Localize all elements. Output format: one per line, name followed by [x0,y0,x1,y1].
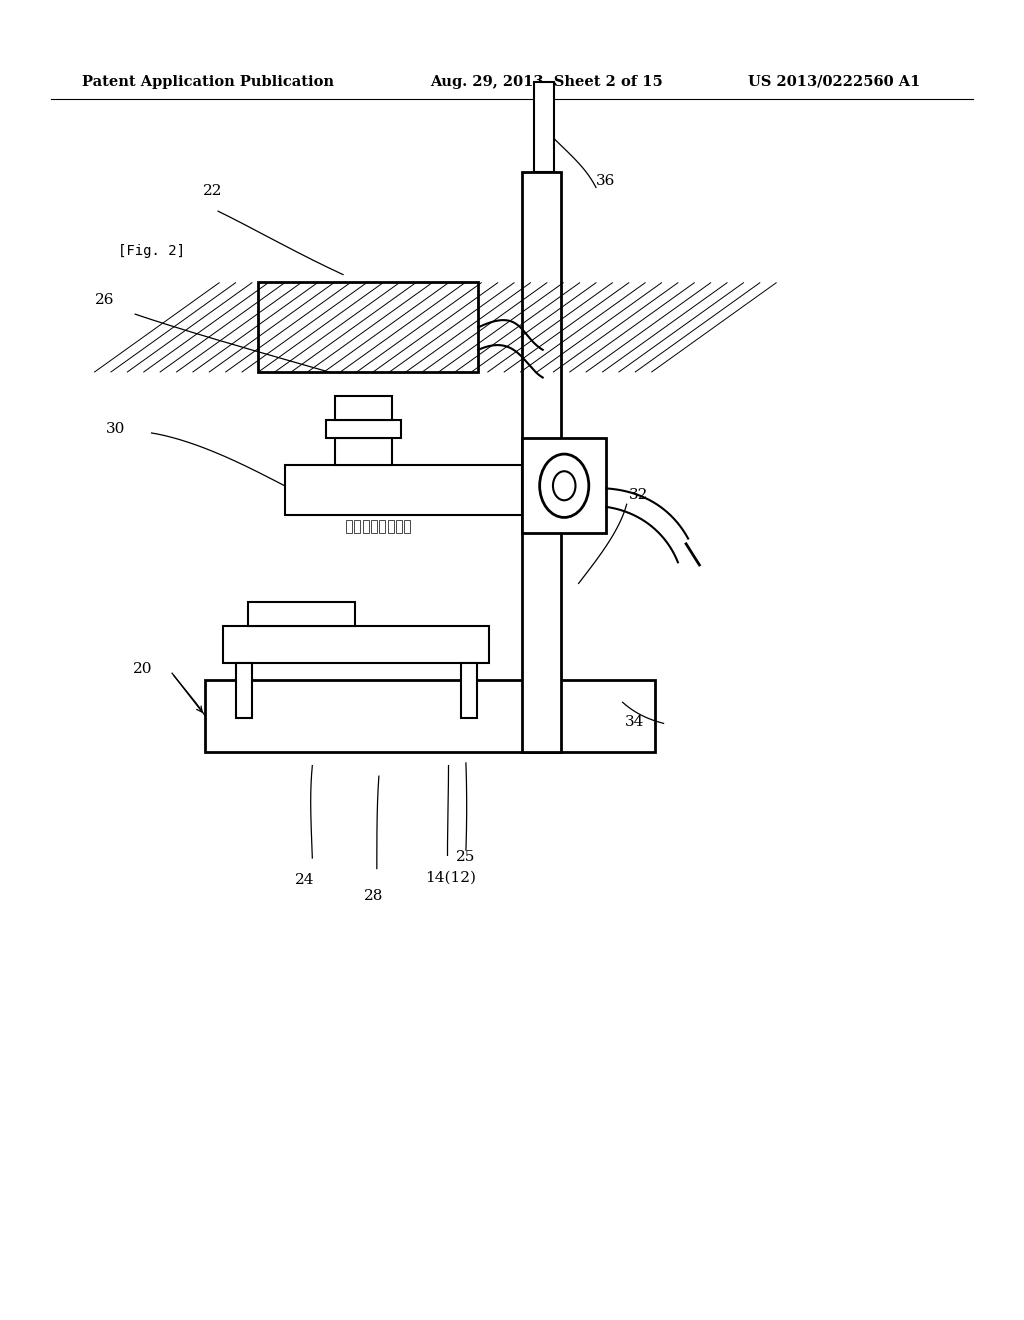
Text: 22: 22 [203,185,222,198]
Bar [326,420,401,438]
Circle shape [540,454,589,517]
Bar [362,520,369,533]
Text: US 2013/0222560 A1: US 2013/0222560 A1 [748,75,920,88]
Bar [205,680,655,752]
Bar [461,663,477,718]
Text: 25: 25 [456,850,475,863]
Bar [248,602,355,626]
Bar [396,520,401,533]
Bar [346,520,352,533]
Text: 26: 26 [95,293,115,306]
Bar [236,663,252,718]
Text: 36: 36 [596,174,615,187]
Bar [534,82,554,172]
Bar [335,396,392,420]
Circle shape [553,471,575,500]
Bar [258,282,478,372]
Text: 14(12): 14(12) [425,871,476,884]
Bar [371,520,377,533]
Bar [388,520,393,533]
Bar [522,172,561,752]
Bar [223,626,489,663]
Text: 34: 34 [625,715,644,729]
Text: [Fig. 2]: [Fig. 2] [118,244,184,257]
Text: 24: 24 [295,874,314,887]
Bar [522,438,606,533]
Text: Aug. 29, 2013  Sheet 2 of 15: Aug. 29, 2013 Sheet 2 of 15 [430,75,663,88]
Bar [380,520,385,533]
Bar [285,465,522,515]
Text: Patent Application Publication: Patent Application Publication [82,75,334,88]
Text: 28: 28 [364,890,383,903]
Bar [335,438,392,465]
Bar [354,520,360,533]
Text: 32: 32 [629,488,648,502]
Text: 20: 20 [133,663,153,676]
Bar [404,520,411,533]
Text: 30: 30 [105,422,125,436]
